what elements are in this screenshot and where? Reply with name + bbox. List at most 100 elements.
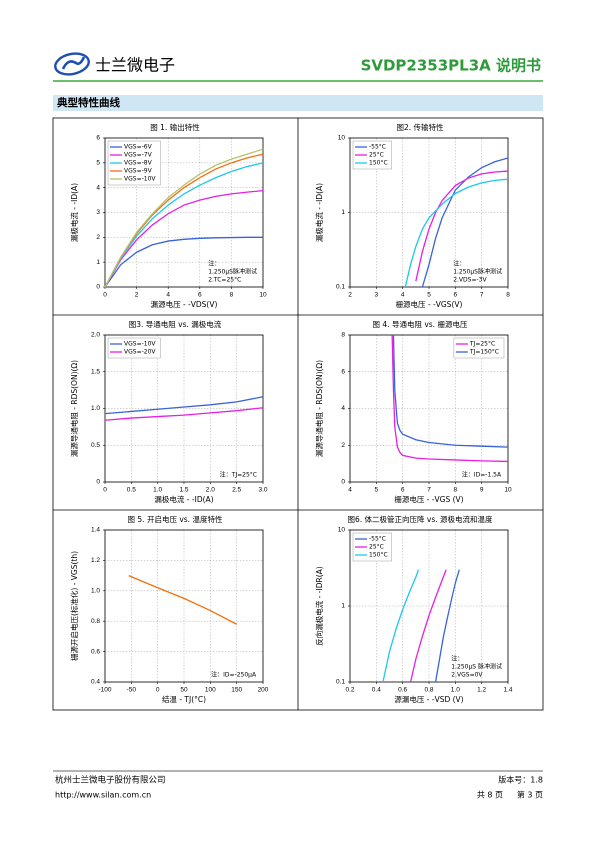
series-line <box>409 569 447 683</box>
chart-title: 图 4. 导通电阻 vs. 栅源电压 <box>373 319 468 329</box>
y-tick-label: 1.2 <box>91 557 100 564</box>
y-tick-label: 0.1 <box>336 284 345 291</box>
legend-box <box>453 337 505 359</box>
plot-border <box>349 529 509 683</box>
x-tick-label: 2 <box>135 292 139 299</box>
y-axis-label: 反向漏极电流 - -IDR(A) <box>314 566 324 645</box>
annotation-line: 2.TC=25°C <box>208 277 241 284</box>
legend-label: -55°C <box>369 536 386 543</box>
series-line <box>382 569 420 683</box>
y-tick-label: 0 <box>96 479 100 486</box>
y-tick-label: 0.5 <box>91 442 100 449</box>
x-axis-label: 结温 - TJ(°C) <box>162 694 206 704</box>
x-tick-label: 0.2 <box>345 687 354 694</box>
legend-label: VGS=-7V <box>124 152 153 159</box>
x-tick-label: -50 <box>127 687 137 694</box>
x-axis-label: 栅源电压 - -VGS(V) <box>396 299 463 309</box>
y-tick-label: 3 <box>96 209 100 216</box>
y-axis-label: 栅源开启电压(标准化) - VGS(th) <box>69 551 79 661</box>
series-line <box>104 407 264 421</box>
y-tick-label: 1 <box>341 209 345 216</box>
x-tick-label: 9 <box>480 487 484 494</box>
chart-title: 图2. 传输特性 <box>396 122 444 132</box>
x-tick-label: 7 <box>480 292 484 299</box>
y-tick-label: 1 <box>341 603 345 610</box>
series-line <box>392 334 509 448</box>
x-tick-label: 0.4 <box>372 687 381 694</box>
y-tick-label: 0.6 <box>91 648 100 655</box>
x-tick-label: 2.0 <box>206 487 215 494</box>
x-tick-label: 100 <box>205 687 216 694</box>
figure-grid <box>52 117 544 711</box>
series-line <box>434 569 460 683</box>
plot-border <box>104 137 264 288</box>
legend-label: VGS=-10V <box>124 341 156 348</box>
plot-border <box>349 334 509 483</box>
plot-border <box>104 334 264 483</box>
series-line <box>391 334 509 463</box>
footer-url: http://www.silan.com.cn <box>55 791 151 800</box>
y-tick-label: 1.0 <box>91 588 100 595</box>
x-axis-label: 栅源电压 - -VGS (V) <box>394 494 463 504</box>
series-line <box>104 162 264 288</box>
y-tick-label: 1 <box>96 259 100 266</box>
y-tick-label: 1.5 <box>91 368 100 375</box>
y-tick-label: 1.0 <box>91 405 100 412</box>
y-tick-label: 2 <box>341 442 345 449</box>
x-tick-label: 2.5 <box>232 487 241 494</box>
y-tick-label: 10 <box>338 527 346 534</box>
legend-label: TJ=150°C <box>469 349 499 356</box>
legend-label: 25°C <box>369 544 384 551</box>
legend: TJ=25°CTJ=150°C <box>453 337 505 359</box>
x-axis-label: 源漏电压 - -VSD (V) <box>394 694 463 704</box>
x-tick-label: 200 <box>258 687 269 694</box>
series-line <box>104 190 264 288</box>
legend-label: TJ=25°C <box>469 341 495 348</box>
chart-title: 图3. 导通电阻 vs. 漏极电流 <box>129 319 222 329</box>
company-name: 士兰微电子 <box>95 56 175 75</box>
annotation-line: 2.VGS=0V <box>451 672 483 679</box>
x-tick-label: 10 <box>504 487 512 494</box>
series-line <box>104 148 264 288</box>
footer-total-pages: 共 8 页 <box>477 791 503 800</box>
x-tick-label: 50 <box>180 687 188 694</box>
legend-label: 150°C <box>369 160 388 167</box>
x-tick-label: 8 <box>230 292 234 299</box>
section-bar <box>53 95 543 111</box>
y-axis-label: 漏极电流 - -ID(A) <box>69 183 79 242</box>
legend-label: -55°C <box>369 144 386 151</box>
x-tick-label: 1.0 <box>153 487 162 494</box>
x-tick-label: 3.0 <box>258 487 267 494</box>
footer-version: 版本号：1.8 <box>498 775 543 785</box>
x-tick-label: 4 <box>348 487 352 494</box>
annotation-line: 注：ID=-250μA <box>211 671 257 679</box>
x-tick-label: -100 <box>98 687 111 694</box>
x-tick-label: 5 <box>375 487 379 494</box>
x-tick-label: 0.5 <box>127 487 136 494</box>
y-tick-label: 0.1 <box>336 679 345 686</box>
x-tick-label: 0 <box>103 292 107 299</box>
chart-title: 图6. 体二极管正向压降 vs. 源极电流和温度 <box>347 514 493 524</box>
y-tick-label: 8 <box>341 332 345 339</box>
footer-company: 杭州士兰微电子股份有限公司 <box>55 775 166 786</box>
x-tick-label: 0.8 <box>424 687 433 694</box>
y-tick-label: 0.8 <box>91 618 100 625</box>
chart-title: 图 1. 输出特性 <box>150 122 200 132</box>
legend-label: 25°C <box>369 152 384 159</box>
annotation-line: 注： <box>453 260 465 268</box>
y-axis-label: 漏源导通电阻 - RDS(ON)(Ω) <box>69 360 79 457</box>
x-tick-label: 6 <box>198 292 202 299</box>
annotation: 注：TJ=25°C <box>220 471 257 479</box>
annotation-line: 注：TJ=25°C <box>220 471 257 479</box>
series-line <box>104 396 264 415</box>
x-tick-label: 7 <box>427 487 431 494</box>
annotation-line: 注： <box>451 655 463 663</box>
chart: 0.1 1 10 0.2 0.4 0.6 0.8 1.0 1.2 1.4 图6. 体二极管正向压降 … <box>314 514 513 704</box>
y-tick-label: 0.4 <box>91 679 100 686</box>
x-tick-label: 6 <box>454 292 458 299</box>
y-tick-label: 0 <box>341 479 345 486</box>
